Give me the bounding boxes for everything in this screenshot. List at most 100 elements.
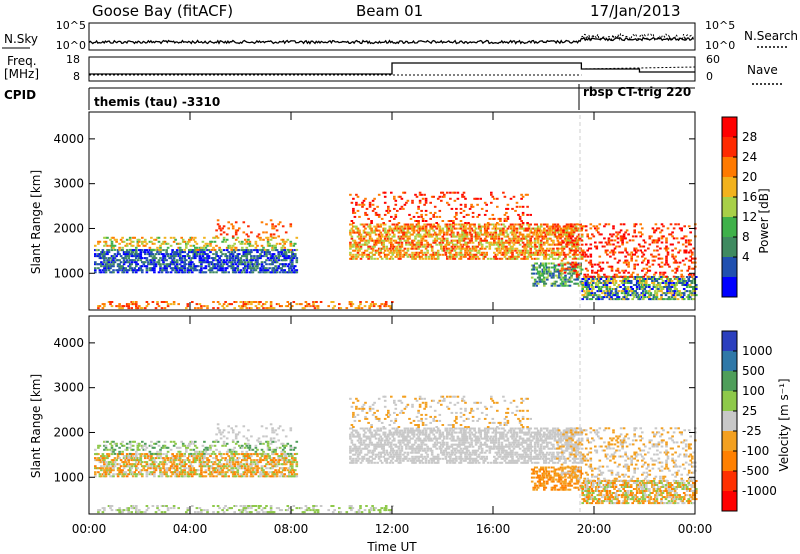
power-cell [582, 296, 586, 299]
power-cell [526, 241, 529, 244]
power-cell [383, 223, 387, 226]
power-cell [647, 259, 650, 262]
power-cell [639, 245, 642, 248]
power-cell [679, 282, 683, 284]
power-cell [521, 227, 525, 230]
power-cell [655, 284, 659, 286]
power-cell [180, 257, 183, 260]
velocity-cell [203, 475, 206, 478]
power-cell [598, 298, 601, 301]
power-cell [606, 275, 609, 278]
velocity-cell [144, 455, 147, 458]
power-cell [212, 257, 215, 260]
power-cell [106, 263, 109, 266]
velocity-cell [138, 461, 141, 464]
power-cell [242, 303, 246, 306]
power-cell [135, 265, 138, 268]
power-cell [266, 251, 270, 254]
power-cell [482, 225, 485, 228]
power-cell [602, 284, 606, 286]
power-cell [648, 265, 652, 268]
power-cell [153, 242, 156, 245]
velocity-cell [153, 475, 156, 478]
power-cell [178, 253, 182, 256]
nsky-panel: N.Sky 10^5 10^0 10^5 10^0 N.Search [2, 19, 798, 52]
power-cell [476, 255, 479, 258]
velocity-cell [168, 467, 171, 470]
power-cell [254, 240, 258, 243]
power-cell [144, 244, 147, 247]
power-cell [518, 223, 522, 226]
power-cell [400, 245, 404, 248]
power-cell [379, 237, 382, 240]
velocity-cell [157, 463, 161, 466]
power-cell [446, 225, 449, 228]
power-cell [349, 229, 352, 232]
power-cell [139, 259, 143, 262]
power-cell [680, 275, 683, 278]
power-cell [540, 278, 543, 281]
velocity-cell [188, 453, 191, 456]
power-cell [247, 225, 250, 228]
power-cell [188, 238, 191, 241]
power-cell [385, 231, 388, 234]
power-cell [543, 255, 546, 258]
power-cell [200, 307, 203, 310]
power-cell [524, 235, 528, 238]
velocity-cell [219, 459, 223, 462]
power-cell [512, 237, 516, 240]
power-cell [396, 209, 399, 212]
power-cell [518, 251, 522, 254]
power-cell [364, 249, 367, 252]
power-cell [684, 239, 688, 242]
power-cell [203, 257, 206, 260]
power-cell [657, 284, 660, 286]
power-cell [502, 251, 505, 254]
velocity-cell [210, 461, 214, 464]
power-cell [479, 227, 482, 230]
power-cell [526, 193, 529, 196]
power-cell [441, 253, 445, 256]
power-cell [547, 266, 551, 269]
power-cell [661, 280, 665, 282]
power-cell [580, 239, 583, 242]
power-cell [180, 269, 183, 272]
power-cell [165, 259, 168, 262]
velocity-cell [153, 459, 156, 462]
power-cell [371, 199, 375, 202]
velocity-cell [159, 455, 162, 458]
power-cell [265, 223, 268, 226]
power-cell [648, 296, 651, 299]
power-cell [241, 263, 244, 266]
power-cell [526, 243, 529, 246]
power-cell [669, 278, 672, 280]
power-cell [647, 247, 650, 250]
power-cell [250, 301, 253, 303]
power-cell [248, 301, 252, 303]
power-cell [430, 227, 434, 230]
power-cell [655, 288, 659, 290]
velocity-cell [118, 469, 121, 472]
power-cell [641, 269, 644, 272]
power-cell [573, 282, 576, 285]
power-cell [438, 241, 442, 244]
power-cell [390, 227, 393, 230]
power-cell [674, 255, 677, 258]
power-cell [547, 227, 551, 230]
power-cell [136, 242, 140, 245]
power-cell [195, 246, 199, 249]
power-cell [576, 266, 579, 269]
power-cell [256, 235, 259, 238]
power-cell [610, 282, 613, 284]
velocity-cell [186, 475, 190, 478]
power-cell [511, 249, 514, 252]
power-cell [567, 227, 570, 230]
power-cell [511, 229, 514, 232]
velocity-cell [236, 463, 240, 466]
power-cell [424, 225, 428, 228]
power-cell [103, 261, 106, 264]
power-cell [653, 249, 656, 252]
power-cell [575, 223, 579, 226]
power-cell [138, 253, 141, 256]
velocity-cell [198, 465, 202, 468]
